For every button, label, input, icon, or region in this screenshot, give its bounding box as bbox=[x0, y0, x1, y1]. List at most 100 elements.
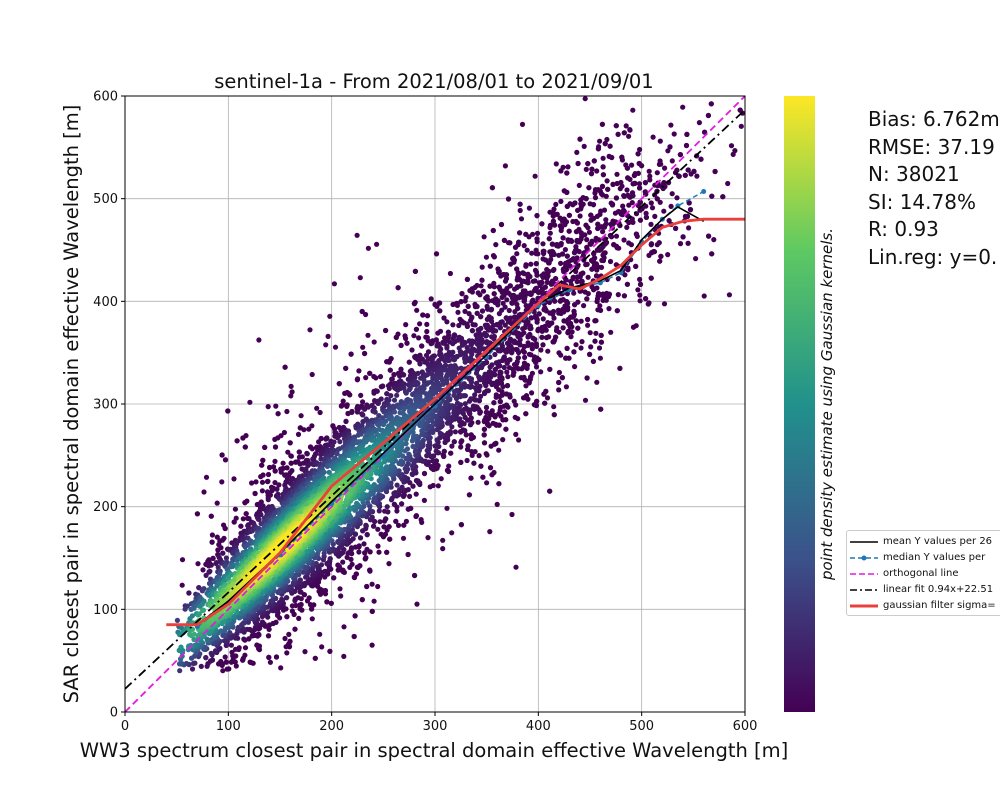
scatter-point bbox=[677, 241, 684, 247]
scatter-point bbox=[411, 333, 417, 339]
scatter-point bbox=[621, 193, 627, 199]
scatter-point bbox=[584, 375, 590, 381]
scatter-point bbox=[582, 96, 588, 102]
scatter-point bbox=[265, 633, 272, 639]
scatter-point bbox=[348, 351, 354, 357]
scatter-point bbox=[424, 453, 430, 459]
scatter-point bbox=[433, 251, 440, 257]
scatter-point bbox=[462, 298, 468, 304]
scatter-point bbox=[572, 302, 578, 308]
scatter-point bbox=[535, 251, 541, 257]
scatter-point bbox=[646, 252, 652, 258]
scatter-point bbox=[174, 617, 180, 624]
scatter-point bbox=[358, 431, 364, 437]
scatter-point bbox=[579, 339, 585, 345]
scatter-point bbox=[465, 443, 471, 449]
scatter-point bbox=[287, 638, 293, 645]
scatter-point bbox=[429, 340, 435, 346]
scatter-point bbox=[266, 622, 272, 628]
scatter-point bbox=[243, 433, 249, 439]
scatter-point bbox=[208, 513, 214, 519]
scatter-point bbox=[458, 444, 464, 450]
scatter-point bbox=[469, 289, 475, 295]
scatter-point bbox=[589, 166, 595, 172]
scatter-point bbox=[398, 342, 404, 348]
scatter-point bbox=[424, 372, 430, 378]
scatter-point bbox=[468, 475, 474, 481]
scatter-point bbox=[600, 252, 606, 258]
scatter-point bbox=[259, 619, 266, 625]
scatter-point bbox=[657, 138, 663, 144]
scatter-point bbox=[349, 561, 355, 567]
scatter-point bbox=[693, 256, 699, 262]
scatter-point bbox=[636, 181, 643, 187]
scatter-point bbox=[491, 469, 497, 476]
scatter-point bbox=[633, 231, 640, 237]
scatter-point bbox=[224, 666, 230, 672]
scatter-point bbox=[232, 646, 239, 652]
scatter-point bbox=[523, 303, 529, 309]
scatter-point bbox=[648, 200, 654, 206]
scatter-point bbox=[337, 439, 343, 445]
scatter-point bbox=[711, 237, 717, 243]
scatter-point bbox=[563, 384, 570, 390]
scatter-point bbox=[595, 307, 601, 313]
scatter-point bbox=[344, 403, 350, 409]
scatter-point bbox=[241, 636, 247, 642]
scatter-point bbox=[676, 173, 682, 179]
scatter-point bbox=[223, 659, 229, 665]
scatter-point bbox=[574, 220, 581, 226]
scatter-point bbox=[444, 319, 450, 325]
scatter-point bbox=[489, 185, 495, 191]
scatter-point bbox=[424, 328, 430, 335]
scatter-point bbox=[220, 668, 226, 674]
scatter-point bbox=[586, 229, 593, 235]
scatter-point bbox=[324, 561, 330, 567]
scatter-point bbox=[371, 496, 377, 502]
scatter-point bbox=[487, 465, 494, 471]
scatter-point bbox=[391, 409, 398, 415]
scatter-point bbox=[529, 250, 535, 256]
scatter-point bbox=[564, 189, 570, 195]
scatter-point bbox=[585, 225, 591, 231]
scatter-point bbox=[405, 461, 411, 467]
scatter-point bbox=[581, 143, 587, 149]
scatter-point bbox=[574, 279, 580, 285]
scatter-point bbox=[523, 383, 529, 389]
scatter-point bbox=[260, 457, 266, 463]
scatter-point bbox=[600, 155, 606, 161]
scatter-point bbox=[669, 158, 675, 164]
scatter-point bbox=[462, 401, 468, 407]
scatter-point bbox=[674, 195, 680, 201]
scatter-point bbox=[374, 241, 380, 247]
scatter-point bbox=[244, 498, 250, 504]
scatter-point bbox=[502, 163, 508, 169]
scatter-point bbox=[179, 557, 186, 563]
scatter-point bbox=[302, 649, 308, 655]
scatter-point bbox=[625, 265, 631, 271]
scatter-point bbox=[541, 307, 547, 313]
scatter-point bbox=[555, 243, 561, 249]
scatter-point bbox=[376, 549, 382, 555]
scatter-point bbox=[321, 469, 327, 475]
scatter-point bbox=[284, 408, 290, 415]
scatter-point bbox=[331, 281, 337, 287]
scatter-point bbox=[395, 522, 402, 529]
scatter-point bbox=[451, 357, 457, 363]
scatter-point bbox=[645, 301, 651, 307]
scatter-point bbox=[473, 380, 480, 386]
scatter-point bbox=[571, 308, 577, 314]
scatter-point bbox=[413, 491, 419, 497]
scatter-point bbox=[686, 225, 692, 231]
scatter-point bbox=[393, 518, 399, 524]
scatter-point bbox=[522, 354, 528, 360]
scatter-point bbox=[654, 170, 660, 176]
scatter-point bbox=[501, 364, 507, 371]
scatter-point bbox=[523, 411, 529, 417]
scatter-point bbox=[479, 277, 485, 283]
scatter-point bbox=[540, 241, 546, 247]
scatter-point bbox=[338, 593, 344, 599]
scatter-point bbox=[588, 217, 594, 223]
scatter-point bbox=[265, 471, 272, 478]
scatter-point bbox=[483, 254, 489, 260]
